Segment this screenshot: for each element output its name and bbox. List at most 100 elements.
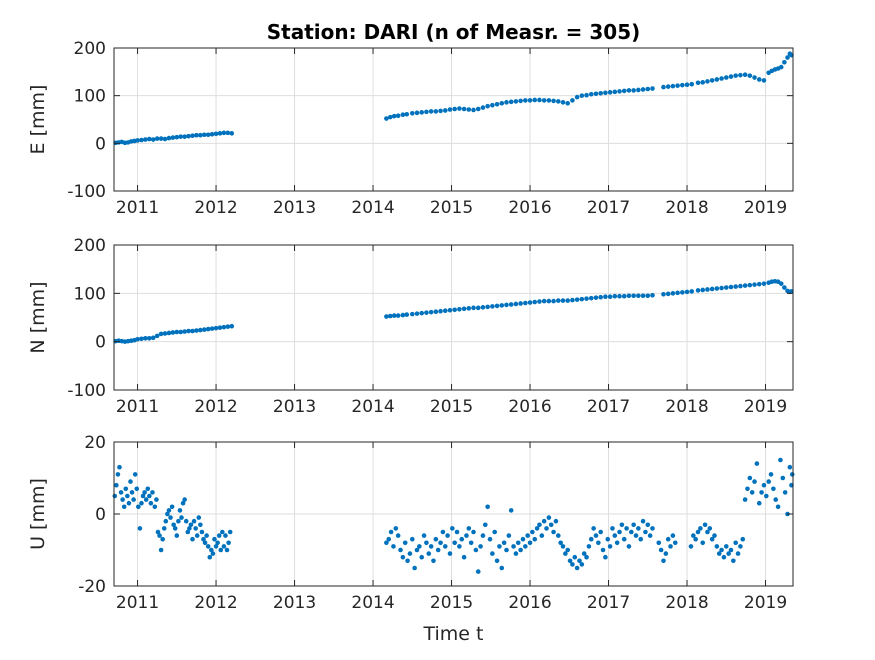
panel-2-point-137 <box>532 536 538 542</box>
panel-0-point-51 <box>471 107 476 113</box>
panel-1-xtick-label-0: 2011 <box>116 397 159 417</box>
panel-0-point-56 <box>494 101 500 107</box>
panel-0-point-65 <box>537 97 542 103</box>
panel-2-point-188 <box>656 540 662 546</box>
panel-1-ytick-label-2: 100 <box>74 284 106 304</box>
panel-0-point-109 <box>752 75 757 80</box>
panel-1-axes-frame <box>113 244 794 391</box>
panel-0-point-84 <box>626 88 632 93</box>
panel-0-point-27 <box>213 131 219 137</box>
panel-0-point-73 <box>574 94 580 100</box>
panel-0-point-102 <box>719 76 724 81</box>
panel-0-point-22 <box>194 132 199 138</box>
panel-1-point-111 <box>761 281 767 286</box>
panel-2-point-56 <box>201 536 206 542</box>
panel-2-point-194 <box>670 533 676 538</box>
panel-2-point-17 <box>139 500 144 506</box>
panel-2-point-95 <box>433 536 439 542</box>
panel-2-point-45 <box>183 518 189 524</box>
panel-1-ytick-label-0: -100 <box>67 381 106 401</box>
panel-2-point-169 <box>607 544 613 549</box>
panel-0-point-37 <box>404 111 410 117</box>
panel-1-point-74 <box>579 296 585 302</box>
panel-0-xtick-label-7: 2018 <box>665 198 708 218</box>
panel-2-point-221 <box>747 475 753 481</box>
panel-1-point-34 <box>391 313 397 318</box>
panel-0-point-17 <box>174 134 180 140</box>
panel-0-point-71 <box>565 100 571 106</box>
panel-2-point-218 <box>740 536 746 542</box>
panel-1-point-70 <box>560 298 566 303</box>
panel-2-point-171 <box>612 533 618 538</box>
panel-2-point-94 <box>431 558 436 564</box>
panel-1-point-92 <box>670 291 676 296</box>
panel-2-point-175 <box>621 536 627 542</box>
panel-1-point-66 <box>541 298 547 304</box>
panel-0-point-45 <box>442 108 448 113</box>
panel-2-point-118 <box>487 536 493 542</box>
panel-2-point-123 <box>499 565 505 571</box>
panel-1-point-21 <box>190 328 195 334</box>
panel-2-point-85 <box>409 536 415 542</box>
panel-2-point-78 <box>393 526 399 531</box>
panel-0-point-18 <box>178 134 184 139</box>
panel-2-point-179 <box>631 522 636 528</box>
panel-1-point-104 <box>728 284 734 290</box>
panel-2-point-55 <box>199 529 205 535</box>
panel-2-point-83 <box>405 558 410 564</box>
panel-2-point-111 <box>471 529 476 535</box>
panel-2-point-163 <box>593 533 599 538</box>
panel-1-point-105 <box>733 284 738 289</box>
panel-2-point-49 <box>190 536 195 542</box>
panel-1-point-9 <box>143 335 148 341</box>
panel-2-point-69 <box>221 544 227 549</box>
panel-0-background <box>114 48 793 191</box>
panel-1-point-99 <box>705 287 710 292</box>
panel-2-point-81 <box>400 554 406 560</box>
panel-2-point-82 <box>402 540 408 546</box>
panel-2-point-196 <box>688 544 694 549</box>
panel-1-point-107 <box>742 283 748 288</box>
panel-0-xtick-label-3: 2014 <box>351 198 394 218</box>
panel-0-point-70 <box>560 100 566 105</box>
panel-2-point-138 <box>534 526 540 531</box>
panel-2-point-79 <box>395 533 401 538</box>
panel-2-point-132 <box>520 536 526 542</box>
panel-0-point-118 <box>785 55 790 60</box>
panel-2-point-130 <box>515 540 521 546</box>
panel-0-point-111 <box>761 78 767 83</box>
panel-0-point-14 <box>162 136 168 142</box>
panel-2-point-53 <box>196 515 202 520</box>
panel-2-point-59 <box>205 544 211 549</box>
panel-1-point-68 <box>551 298 556 304</box>
panel-1-point-78 <box>598 294 603 300</box>
panel-1-point-117 <box>782 285 787 290</box>
panel-0-point-98 <box>700 80 706 85</box>
panel-0-point-108 <box>747 73 753 78</box>
panel-1-point-58 <box>504 302 509 308</box>
panel-1-point-57 <box>499 303 505 308</box>
panel-2-point-107 <box>461 554 467 560</box>
panel-1-point-71 <box>565 298 571 303</box>
panel-2-point-102 <box>450 526 455 531</box>
panel-2-point-70 <box>223 533 228 538</box>
panel-2-point-34 <box>166 508 172 513</box>
panel-1-point-30 <box>225 324 231 329</box>
panel-2-point-18 <box>140 493 146 499</box>
panel-2-point-195 <box>672 540 678 546</box>
panel-1-point-52 <box>475 305 481 311</box>
panel-0-point-69 <box>555 99 561 104</box>
panel-2-point-72 <box>226 540 231 546</box>
panel-1-point-16 <box>170 330 176 335</box>
panel-2-point-166 <box>600 547 606 553</box>
panel-0-point-104 <box>728 74 734 79</box>
panel-1-point-76 <box>588 295 594 301</box>
panel-0-point-62 <box>523 98 528 103</box>
panel-2-point-88 <box>417 544 422 549</box>
panel-2-point-215 <box>733 540 738 546</box>
panel-2-point-74 <box>384 540 389 546</box>
panel-2-point-217 <box>738 544 743 549</box>
panel-2-ytick-label-2: 20 <box>84 433 106 453</box>
panel-1-point-106 <box>738 283 743 289</box>
